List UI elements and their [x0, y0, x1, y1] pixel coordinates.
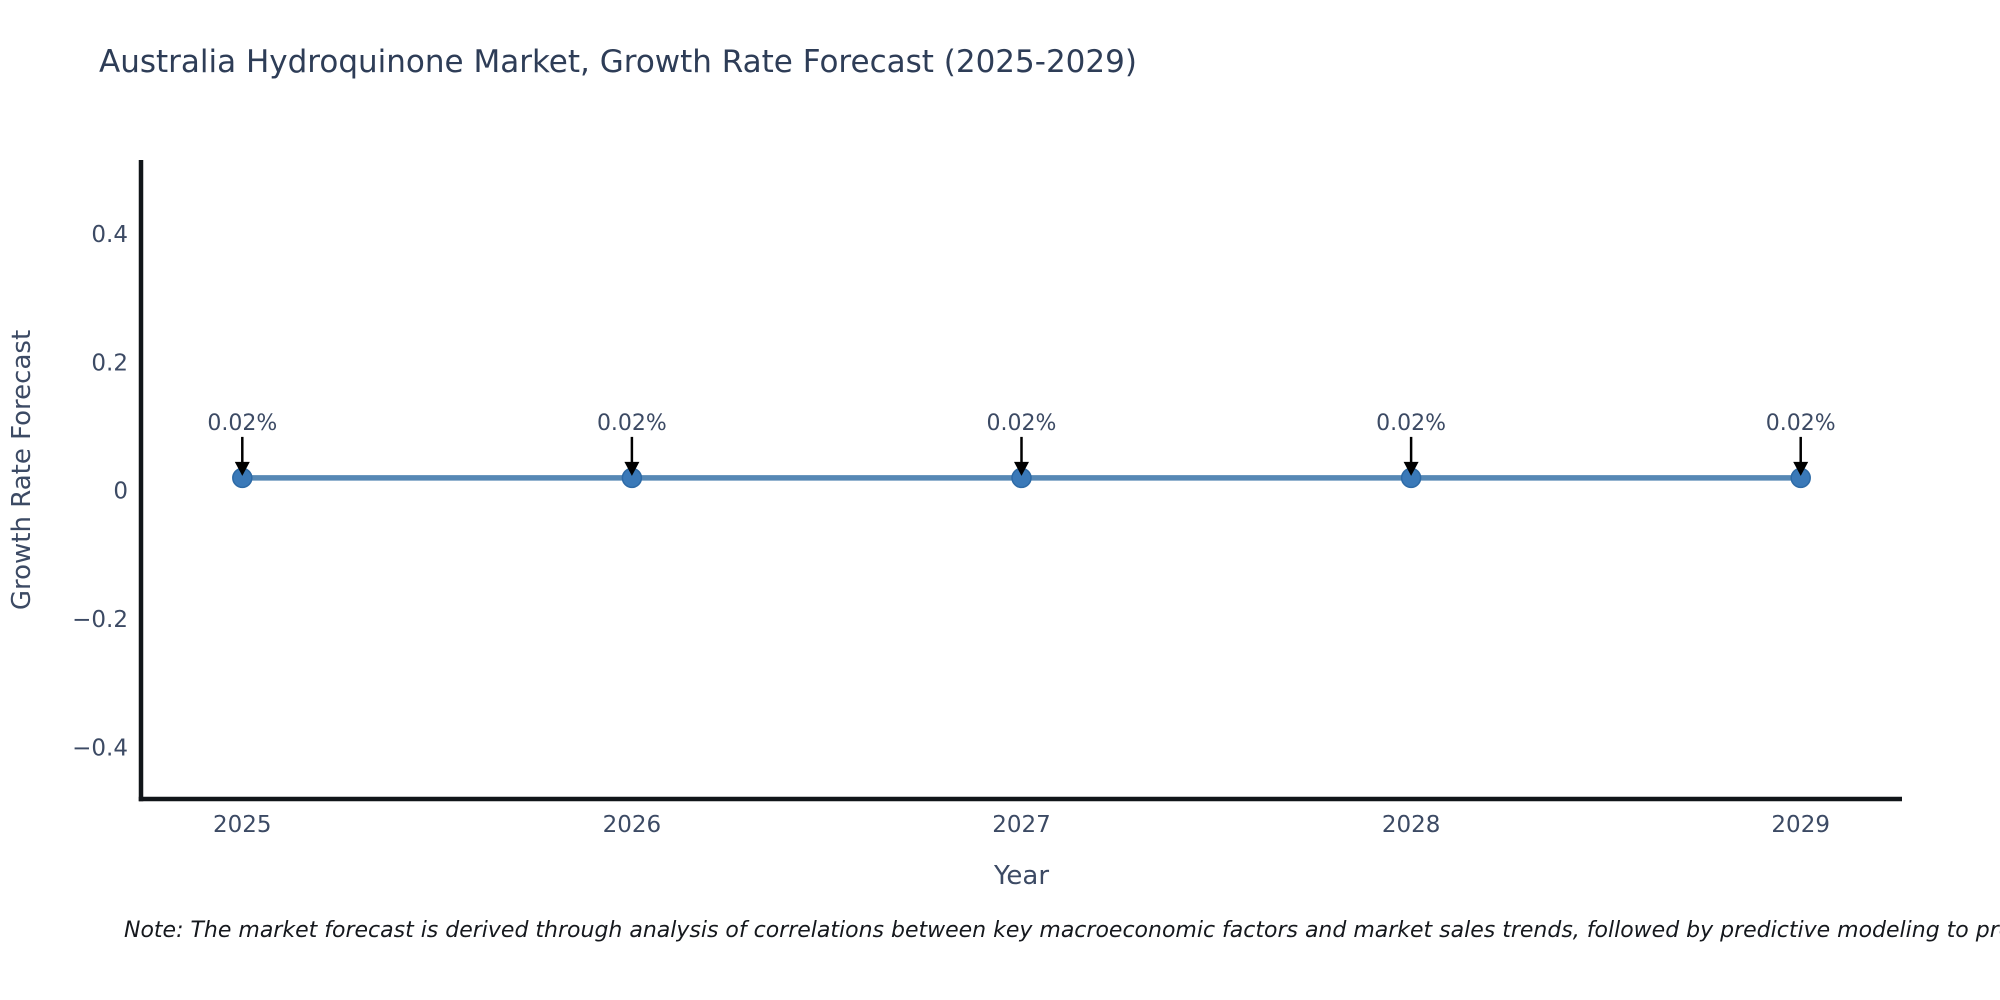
point-annotation-label: 0.02%	[207, 411, 277, 436]
y-tick-label: 0	[113, 479, 128, 505]
chart-title: Australia Hydroquinone Market, Growth Ra…	[99, 44, 1137, 80]
point-annotation-label: 0.02%	[1376, 411, 1446, 436]
point-annotation-label: 0.02%	[597, 411, 667, 436]
annotation-arrowhead-icon	[1793, 461, 1809, 476]
annotation-arrowhead-icon	[234, 461, 250, 476]
annotation-arrowhead-icon	[624, 461, 640, 476]
x-tick-label: 2025	[213, 812, 272, 838]
y-tick-label: −0.2	[72, 607, 128, 633]
point-annotation-label: 0.02%	[1766, 411, 1836, 436]
annotation-arrowhead-icon	[1014, 461, 1029, 476]
y-tick-label: 0.2	[91, 350, 128, 376]
point-annotation-label: 0.02%	[987, 411, 1057, 436]
x-axis-title: Year	[993, 861, 1049, 891]
y-tick-label: −0.4	[72, 736, 128, 762]
x-tick-label: 2029	[1771, 812, 1830, 838]
x-tick-label: 2028	[1382, 812, 1441, 838]
x-tick-label: 2026	[603, 812, 662, 838]
footnote: Note: The market forecast is derived thr…	[124, 918, 2000, 943]
annotation-arrowhead-icon	[1403, 461, 1419, 476]
x-tick-label: 2027	[992, 812, 1051, 838]
y-tick-label: 0.4	[91, 222, 128, 248]
y-axis-title: Growth Rate Forecast	[7, 330, 37, 610]
